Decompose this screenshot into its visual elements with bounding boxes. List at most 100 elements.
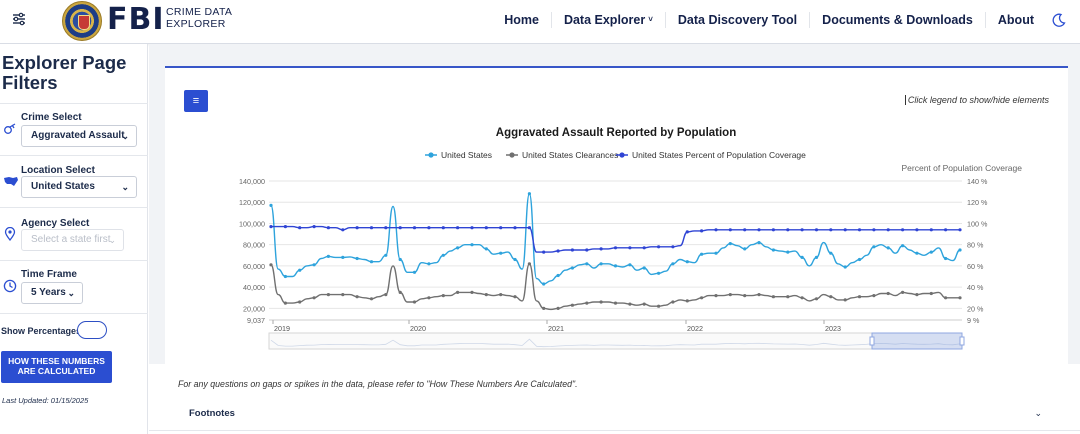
data-point xyxy=(642,246,646,250)
data-point xyxy=(312,263,316,267)
data-point xyxy=(484,247,488,251)
filters-toggle-icon[interactable] xyxy=(8,8,30,30)
chevron-down-icon: ˅ xyxy=(648,15,653,24)
range-navigator xyxy=(268,332,963,350)
location-select-dropdown[interactable]: United States ⌄ xyxy=(21,176,137,198)
data-point xyxy=(298,226,302,230)
data-point xyxy=(613,301,618,305)
range-handle-left[interactable] xyxy=(869,336,875,346)
crime-select-dropdown[interactable]: Aggravated Assault ⌄ xyxy=(21,125,137,147)
brand-logo-text[interactable]: FBI xyxy=(107,2,165,37)
location-select-label: Location Select xyxy=(21,165,95,176)
chevron-down-icon[interactable]: ⌄ xyxy=(1034,408,1042,418)
legend-label: United States Clearances xyxy=(522,150,618,160)
range-handle-right[interactable] xyxy=(959,336,965,346)
data-point xyxy=(915,251,919,255)
nav-about[interactable]: About xyxy=(997,13,1034,27)
top-nav-bar: FBI CRIME DATA EXPLORER Home Data Explor… xyxy=(0,0,1080,44)
data-point xyxy=(283,225,287,229)
x-tick-label: 2019 xyxy=(274,324,290,333)
data-point xyxy=(269,263,273,267)
y-left-tick-label: 100,000 xyxy=(239,219,265,228)
data-point xyxy=(283,301,287,305)
nav-home[interactable]: Home xyxy=(492,12,552,28)
data-point xyxy=(456,226,460,230)
data-point xyxy=(857,228,862,232)
legend-marker xyxy=(509,152,515,158)
data-point xyxy=(771,295,776,299)
chevron-down-icon: ⌄ xyxy=(121,182,129,192)
y-right-tick-label: 80 % xyxy=(967,241,984,250)
data-point xyxy=(556,273,560,278)
legend-item-0[interactable]: United States xyxy=(425,150,492,160)
data-point xyxy=(958,296,962,300)
how-numbers-calculated-button[interactable]: HOW THESE NUMBERS ARE CALCULATED xyxy=(1,351,112,383)
data-point xyxy=(757,293,761,297)
nav-data-explorer[interactable]: Data Explorer ˅ xyxy=(552,12,666,28)
chart-card: ≡ Click legend to show/hide elements Agg… xyxy=(165,66,1068,364)
range-selection-window[interactable] xyxy=(871,332,963,350)
legend-item-2[interactable]: United States Percent of Population Cove… xyxy=(616,150,806,160)
data-point xyxy=(728,242,732,246)
data-point xyxy=(657,245,661,249)
data-point xyxy=(427,296,431,300)
data-gaps-note: For any questions on gaps or spikes in t… xyxy=(178,379,578,389)
main-content: ≡ Click legend to show/hide elements Agg… xyxy=(149,44,1080,434)
data-point xyxy=(714,294,718,298)
data-point xyxy=(857,295,862,299)
y-left-tick-label: 20,000 xyxy=(243,304,265,313)
data-point xyxy=(901,290,905,294)
legend-marker xyxy=(619,152,625,158)
chart-title: Aggravated Assault Reported by Populatio… xyxy=(496,127,736,139)
data-point xyxy=(958,228,962,232)
data-point xyxy=(556,249,560,253)
legend-item-1[interactable]: United States Clearances xyxy=(506,150,618,160)
data-point xyxy=(355,295,359,299)
fbi-seal-logo[interactable] xyxy=(62,1,102,41)
data-point xyxy=(886,246,890,250)
chart-menu-button[interactable]: ≡ xyxy=(184,90,208,112)
crime-select-label: Crime Select xyxy=(21,112,82,123)
data-point xyxy=(312,225,316,229)
sidebar-title: Explorer Page Filters xyxy=(2,52,127,93)
data-point xyxy=(542,250,546,254)
clock-icon xyxy=(3,279,17,293)
data-point xyxy=(700,229,704,233)
time-frame-dropdown[interactable]: 5 Years ⌄ xyxy=(21,282,83,304)
data-point xyxy=(441,253,445,257)
x-tick-label: 2022 xyxy=(687,324,703,333)
show-percentages-toggle[interactable] xyxy=(77,321,107,339)
data-point xyxy=(642,266,646,270)
x-tick-label: 2020 xyxy=(410,324,426,333)
x-tick-label: 2023 xyxy=(825,324,841,333)
legend-label: United States xyxy=(441,150,492,160)
nav-data-discovery-tool[interactable]: Data Discovery Tool xyxy=(666,12,811,28)
data-point xyxy=(341,293,345,297)
data-point xyxy=(384,293,388,297)
data-point xyxy=(872,245,876,249)
data-point xyxy=(901,244,905,248)
data-point xyxy=(671,262,675,266)
data-point xyxy=(527,226,531,230)
chart-svg: Aggravated Assault Reported by Populatio… xyxy=(239,127,1022,350)
data-point xyxy=(814,228,819,232)
y-right-tick-label: 20 % xyxy=(967,304,984,313)
data-point xyxy=(513,257,517,262)
y-right-tick-label: 60 % xyxy=(967,262,984,271)
legend-hint-text: Click legend to show/hide elements xyxy=(904,95,1049,105)
data-point xyxy=(929,228,933,232)
data-point xyxy=(857,257,862,262)
y-right-tick-label: 140 % xyxy=(967,177,988,186)
agency-select-dropdown[interactable]: Select a state first ⌄ xyxy=(21,229,124,251)
data-point xyxy=(341,228,345,232)
data-point xyxy=(527,262,531,266)
dark-mode-moon-icon[interactable] xyxy=(1052,13,1066,27)
data-point xyxy=(814,255,819,259)
footnotes-accordion[interactable]: Footnotes xyxy=(189,408,235,419)
data-point xyxy=(269,203,273,207)
nav-documents-downloads[interactable]: Documents & Downloads xyxy=(810,12,986,28)
divider xyxy=(0,103,148,104)
data-point xyxy=(499,251,503,255)
data-point xyxy=(786,295,790,299)
data-point xyxy=(886,291,890,296)
